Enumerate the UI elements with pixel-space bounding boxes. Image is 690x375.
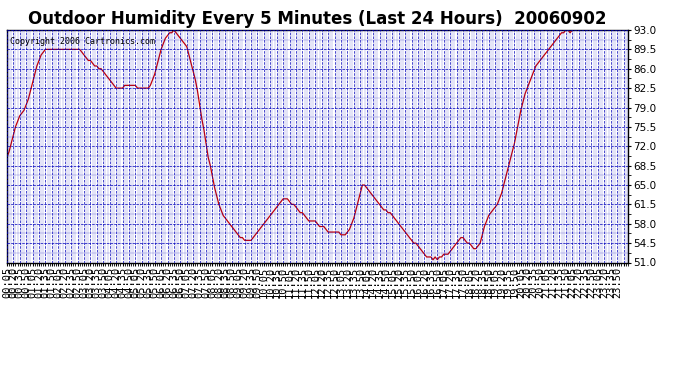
Text: Copyright 2006 Cartronics.com: Copyright 2006 Cartronics.com bbox=[10, 37, 155, 46]
Title: Outdoor Humidity Every 5 Minutes (Last 24 Hours)  20060902: Outdoor Humidity Every 5 Minutes (Last 2… bbox=[28, 10, 607, 28]
